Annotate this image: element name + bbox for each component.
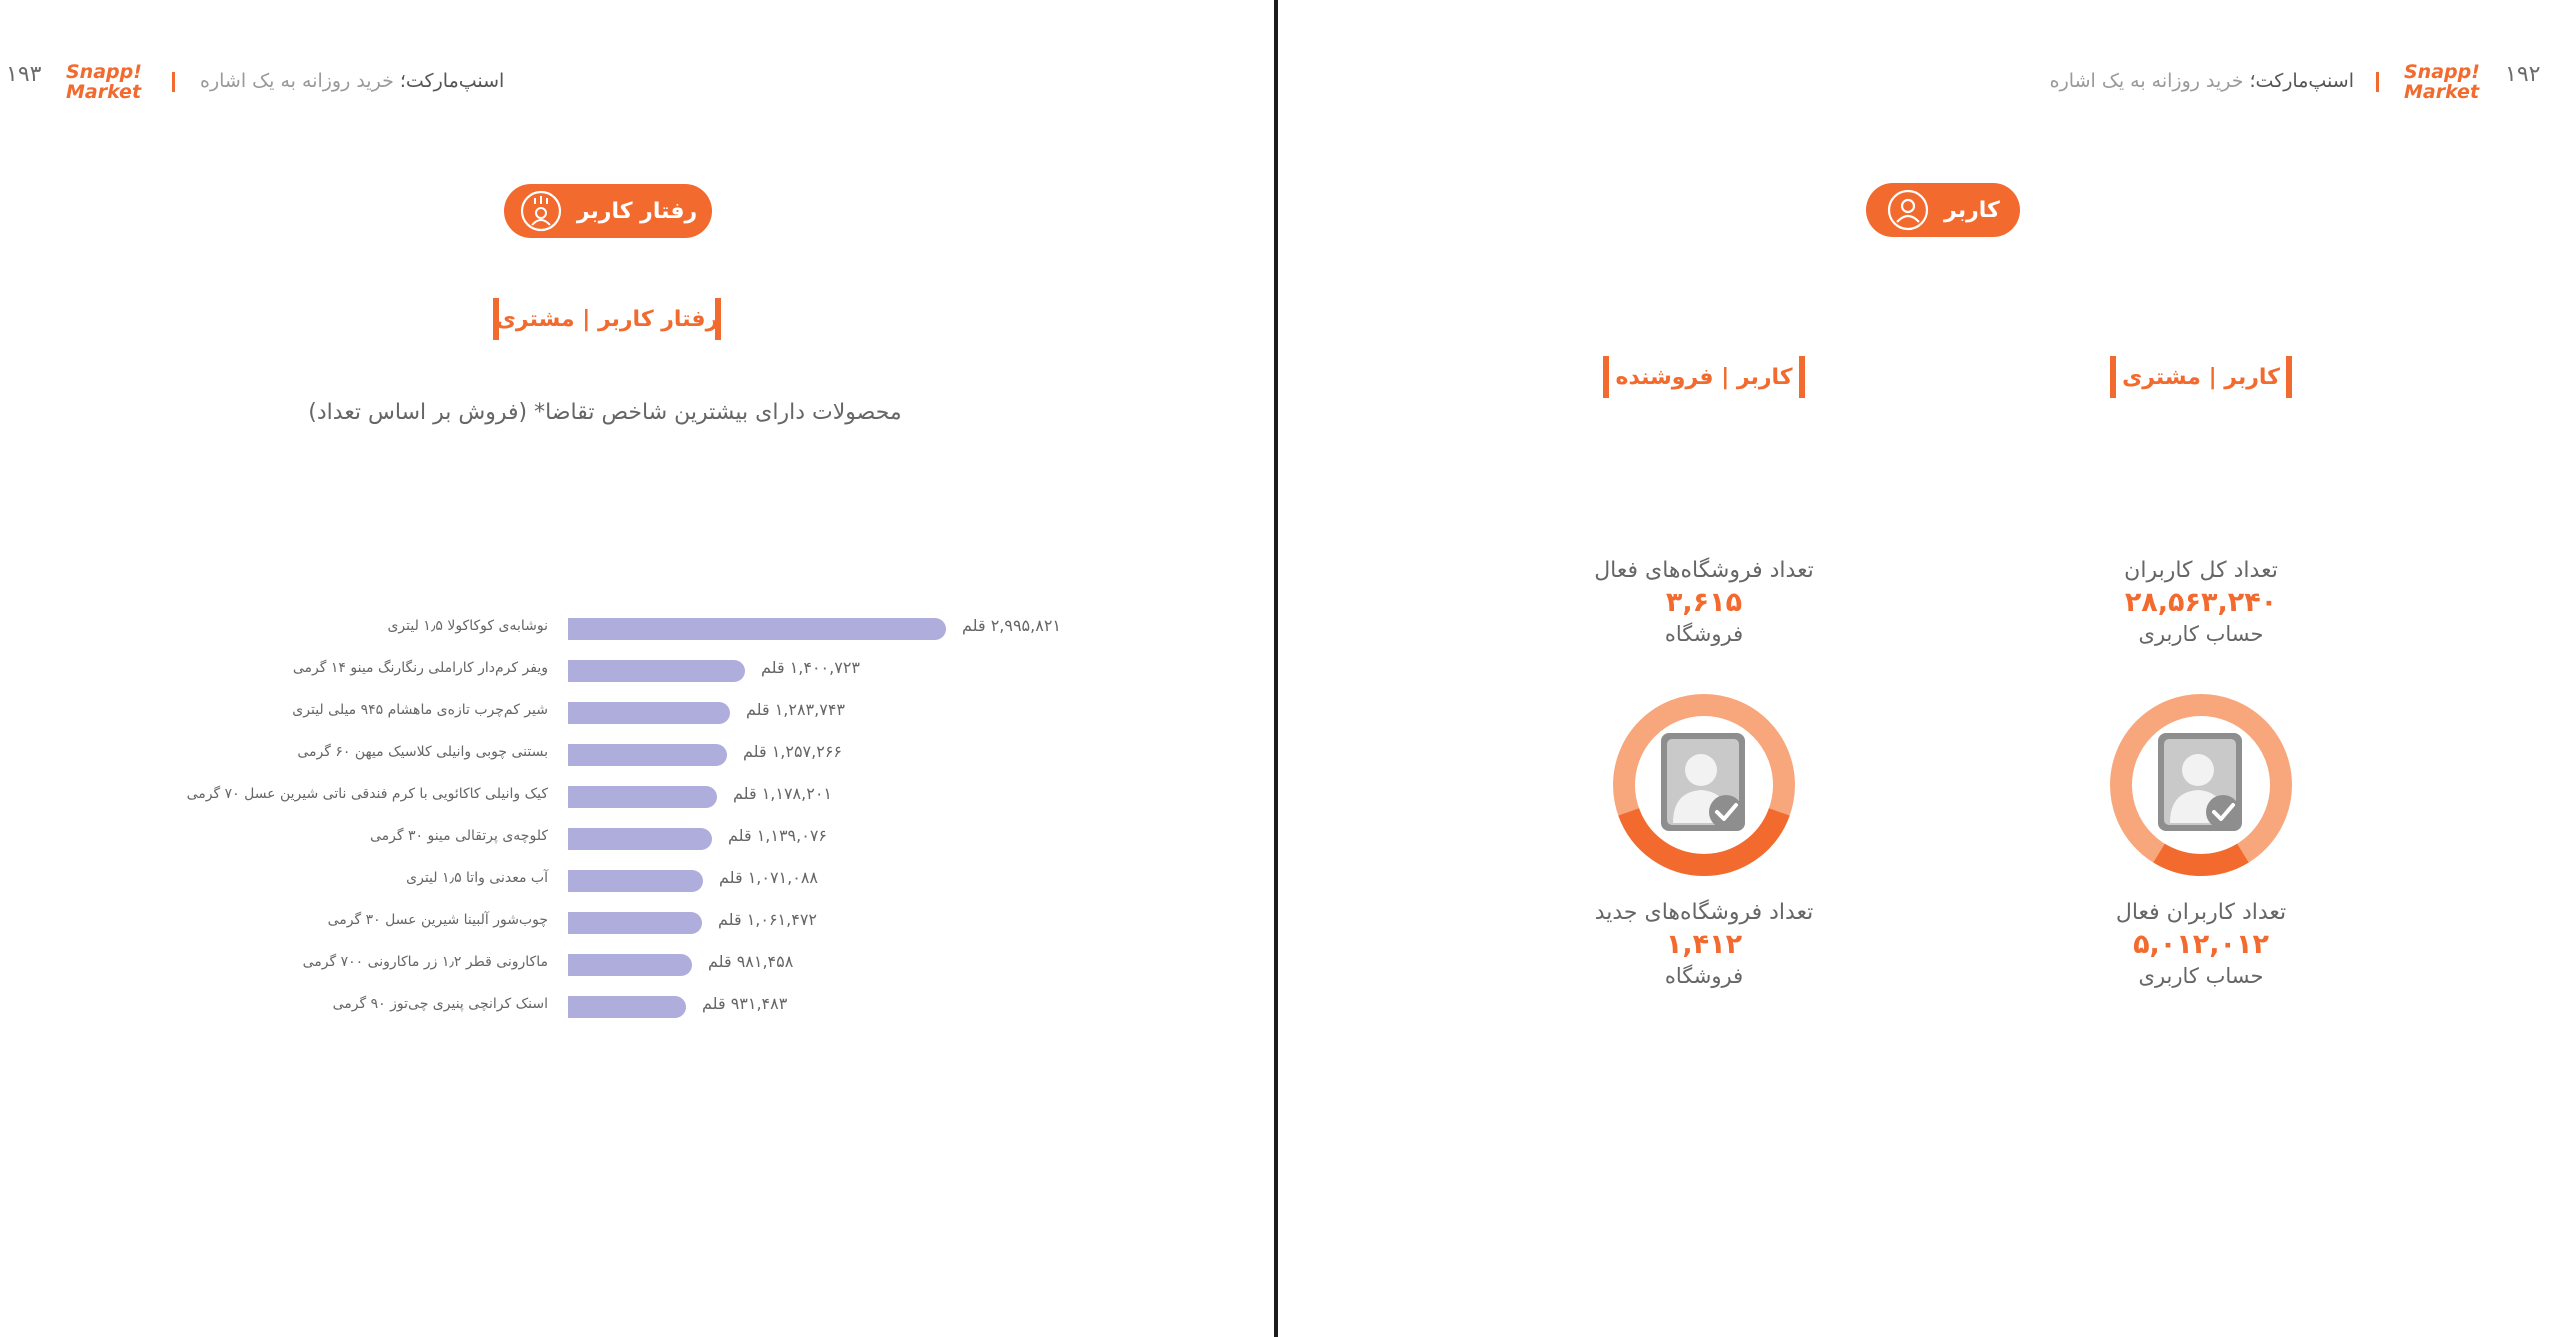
customer-section-label: کاربر | مشتری xyxy=(2110,356,2292,398)
seller-new-ring xyxy=(1609,690,1799,880)
donut-ring xyxy=(1613,694,1795,876)
chart-row: شیر کم‌چرب تازه‌ی ماهشام ۹۴۵ میلی لیتری ۱… xyxy=(0,698,1274,728)
pill-label: رفتار کاربر xyxy=(576,198,698,224)
bar-value-label: ۹۸۱,۴۵۸ قلم xyxy=(708,952,794,971)
bar-value-label: ۱,۱۳۹,۰۷۶ قلم xyxy=(728,826,828,845)
header-title: اسنپ‌مارکت؛ خرید روزانه به یک اشاره xyxy=(200,70,505,92)
logo-line-2: Market xyxy=(2404,81,2480,103)
logo-line-2: Market xyxy=(66,81,142,103)
right-page: ۱۹۲ Snapp! Market اسنپ‌مارکت؛ خرید روزان… xyxy=(1280,0,2560,1337)
bar-category-label: بستنی چوبی وانیلی کلاسیک میهن ۶۰ گرمی xyxy=(297,744,548,760)
chart-row: کلوچه‌ی پرتقالی مینو ۳۰ گرمی ۱,۱۳۹,۰۷۶ قل… xyxy=(0,824,1274,854)
bar xyxy=(568,828,712,850)
bar xyxy=(568,618,946,640)
bar-category-label: آب معدنی واتا ۱٫۵ لیتری xyxy=(406,870,548,886)
page-divider xyxy=(1274,0,1278,1337)
bar-category-label: کیک وانیلی کاکائویی با کرم فندقی ناتی شی… xyxy=(186,786,548,802)
stat-unit: حساب کاربری xyxy=(2138,964,2264,988)
seller-total-stat: تعداد فروشگاه‌های فعال ۳,۶۱۵ فروشگاه xyxy=(1554,558,1854,646)
bar-value-label: ۱,۴۰۰,۷۲۳ قلم xyxy=(761,658,861,677)
bar-category-label: ویفر کرم‌دار کاراملی رنگارنگ مینو ۱۴ گرم… xyxy=(292,660,548,676)
bar-category-label: شیر کم‌چرب تازه‌ی ماهشام ۹۴۵ میلی لیتری xyxy=(292,702,548,718)
stat-label: تعداد کل کاربران xyxy=(2124,558,2278,583)
customer-total-stat: تعداد کل کاربران ۲۸,۵۶۳,۲۴۰ حساب کاربری xyxy=(2051,558,2351,646)
bar-value-label: ۱,۲۵۷,۲۶۶ قلم xyxy=(743,742,843,761)
chart-row: ویفر کرم‌دار کاراملی رنگارنگ مینو ۱۴ گرم… xyxy=(0,656,1274,686)
chart-row: ماکارونی قطر ۱٫۲ زر ماکارونی ۷۰۰ گرمی ۹۸۱… xyxy=(0,950,1274,980)
bar-category-label: ماکارونی قطر ۱٫۲ زر ماکارونی ۷۰۰ گرمی xyxy=(302,954,548,970)
pill-label: کاربر xyxy=(1944,197,2000,223)
stat-label: تعداد کاربران فعال xyxy=(2115,900,2287,925)
bar xyxy=(568,954,692,976)
chart-row: آب معدنی واتا ۱٫۵ لیتری ۱,۰۷۱,۰۸۸ قلم xyxy=(0,866,1274,896)
donut-ring xyxy=(2110,694,2292,876)
left-header: اسنپ‌مارکت؛ خرید روزانه به یک اشاره xyxy=(200,70,504,92)
stat-label: تعداد فروشگاه‌های جدید xyxy=(1594,900,1814,925)
chart-row: چوب‌شور آلبینا شیرین عسل ۳۰ گرمی ۱,۰۶۱,۴۷… xyxy=(0,908,1274,938)
customer-active-stat: تعداد کاربران فعال ۵,۰۱۲,۰۱۲ حساب کاربری xyxy=(2051,900,2351,988)
bar-value-label: ۲,۹۹۵,۸۲۱ قلم xyxy=(962,616,1062,635)
bar xyxy=(568,786,717,808)
chart-row: اسنک کرانچی پنیری چی‌توز ۹۰ گرمی ۹۳۱,۴۸۳ … xyxy=(0,992,1274,1022)
bar-category-label: کلوچه‌ی پرتقالی مینو ۳۰ گرمی xyxy=(369,828,548,844)
customer-active-ring xyxy=(2106,690,2296,880)
user-verified-icon xyxy=(1661,733,1745,831)
chart-row: کیک وانیلی کاکائویی با کرم فندقی ناتی شی… xyxy=(0,782,1274,812)
stat-unit: فروشگاه xyxy=(1664,622,1744,646)
bar-value-label: ۱,۰۷۱,۰۸۸ قلم xyxy=(719,868,819,887)
section-pill: کاربر xyxy=(1866,183,2020,237)
header-separator xyxy=(172,72,175,92)
bar-value-label: ۹۳۱,۴۸۳ قلم xyxy=(702,994,788,1013)
user-verified-icon xyxy=(2158,733,2242,831)
stat-label: تعداد فروشگاه‌های فعال xyxy=(1594,558,1814,583)
bar-value-label: ۱,۱۷۸,۲۰۱ قلم xyxy=(733,784,833,803)
bar-category-label: چوب‌شور آلبینا شیرین عسل ۳۰ گرمی xyxy=(327,912,548,928)
logo-line-1: Snapp! xyxy=(2404,61,2480,83)
header-separator xyxy=(2376,72,2379,92)
user-icon xyxy=(1888,189,1929,231)
seller-new-stat: تعداد فروشگاه‌های جدید ۱,۴۱۲ فروشگاه xyxy=(1554,900,1854,988)
stat-value: ۳,۶۱۵ xyxy=(1665,587,1743,618)
bar xyxy=(568,912,702,934)
chart-row: بستنی چوبی وانیلی کلاسیک میهن ۶۰ گرمی ۱,۲… xyxy=(0,740,1274,770)
ring-fill xyxy=(2153,843,2249,876)
page-number: ۱۹۲ xyxy=(2505,62,2541,87)
left-page: اسنپ‌مارکت؛ خرید روزانه به یک اشاره ۱۹۳ … xyxy=(0,0,1274,1337)
stat-value: ۱,۴۱۲ xyxy=(1665,929,1743,960)
chart-title: محصولات دارای بیشترین شاخص تقاضا* (فروش … xyxy=(308,400,902,425)
snapp-market-logo: Snapp! Market xyxy=(2404,62,2480,102)
seller-section-label: کاربر | فروشنده xyxy=(1603,356,1805,398)
bar xyxy=(568,660,745,682)
stat-value: ۵,۰۱۲,۰۱۲ xyxy=(2133,929,2269,960)
page-number: ۱۹۳ xyxy=(6,62,42,87)
bar xyxy=(568,870,703,892)
logo-line-1: Snapp! xyxy=(66,61,142,83)
snapp-market-logo: Snapp! Market xyxy=(66,62,142,102)
bar-category-label: اسنک کرانچی پنیری چی‌توز ۹۰ گرمی xyxy=(332,996,548,1012)
header-title: اسنپ‌مارکت؛ خرید روزانه به یک اشاره xyxy=(2049,70,2354,92)
bar xyxy=(568,744,727,766)
bar-value-label: ۱,۰۶۱,۴۷۲ قلم xyxy=(718,910,818,929)
bar xyxy=(568,702,730,724)
bar-category-label: نوشابه‌ی کوکاکولا ۱٫۵ لیتری xyxy=(387,618,548,634)
stat-unit: فروشگاه xyxy=(1664,964,1744,988)
ring-fill xyxy=(1618,807,1790,876)
section-pill: رفتار کاربر xyxy=(504,184,712,238)
stat-unit: حساب کاربری xyxy=(2138,622,2264,646)
stat-value: ۲۸,۵۶۳,۲۴۰ xyxy=(2124,587,2278,618)
bar-value-label: ۱,۲۸۳,۷۴۳ قلم xyxy=(746,700,846,719)
bar xyxy=(568,996,686,1018)
user-behavior-icon xyxy=(520,190,561,232)
chart-row: نوشابه‌ی کوکاکولا ۱٫۵ لیتری ۲,۹۹۵,۸۲۱ قلم xyxy=(0,614,1274,644)
section-label: رفتار کاربر | مشتری xyxy=(493,298,721,340)
